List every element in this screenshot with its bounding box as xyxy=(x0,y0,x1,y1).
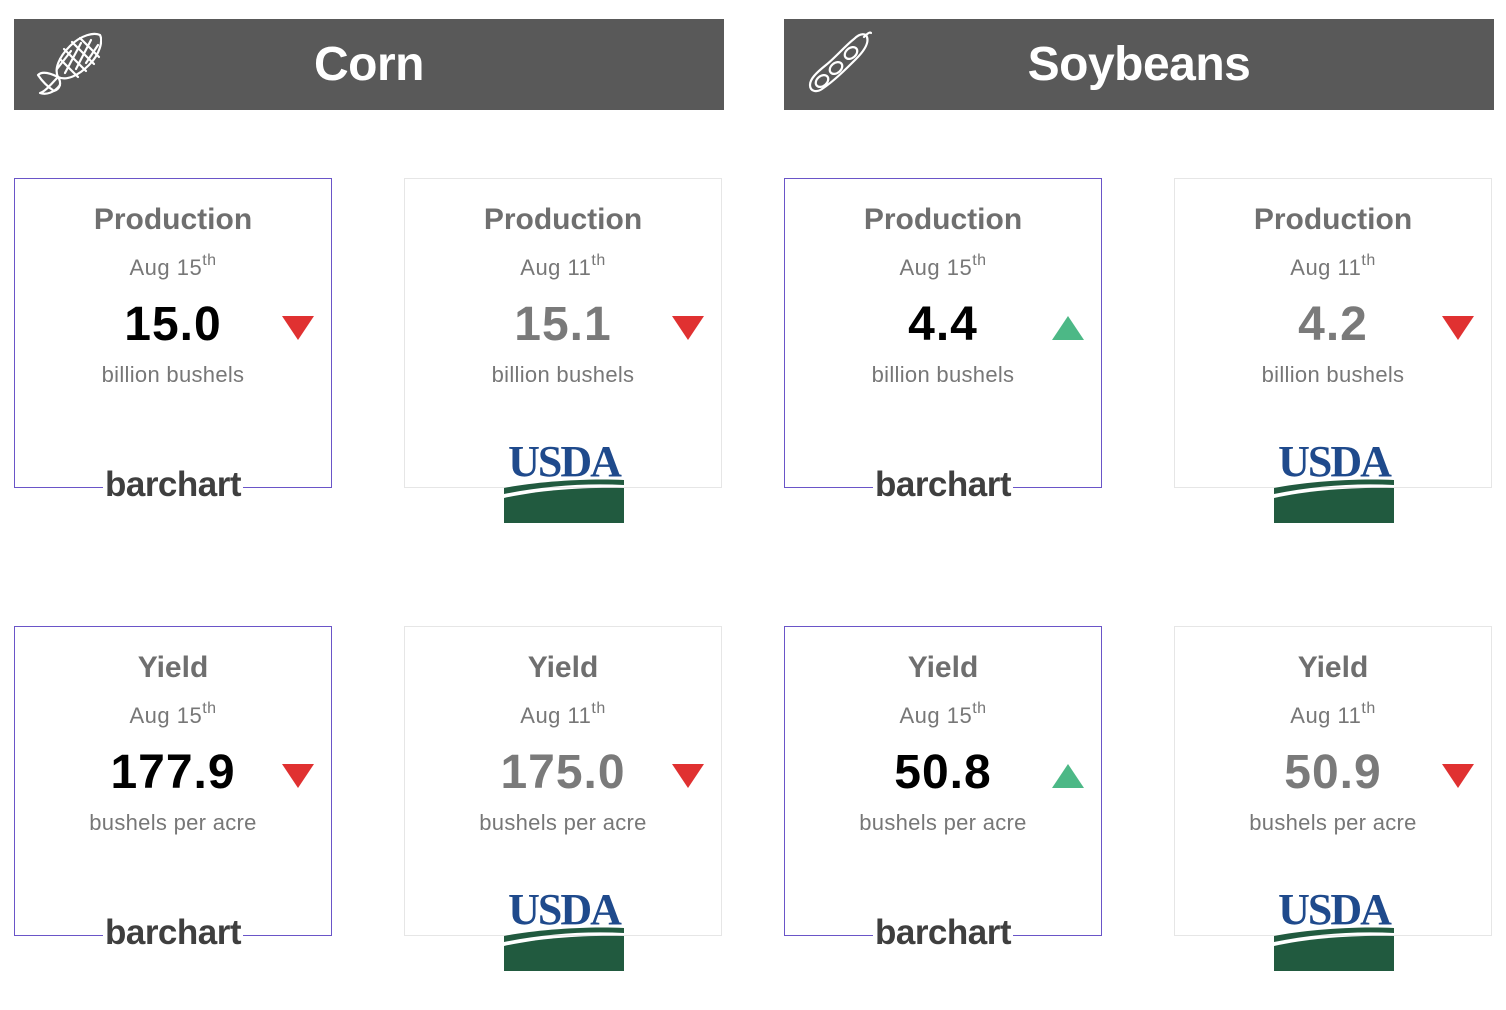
soybeans-header: Soybeans xyxy=(784,19,1494,110)
corn-header: Corn xyxy=(14,19,724,110)
barchart-logo: barchart xyxy=(103,465,243,505)
soybeans-yield-barchart-card: Yield Aug 15th 50.8 bushels per acre bar… xyxy=(784,626,1102,953)
forecast-value: 4.2 xyxy=(1298,298,1368,351)
metric-label: Yield xyxy=(1297,651,1369,684)
soybeans-yield-usda-card: Yield Aug 11th 50.9 bushels per acre USD… xyxy=(1174,626,1492,971)
svg-text:USDA: USDA xyxy=(508,438,622,486)
trend-up-icon xyxy=(1052,764,1084,788)
usda-logo: USDA xyxy=(1274,438,1394,523)
forecast-value: 175.0 xyxy=(500,746,626,799)
svg-text:USDA: USDA xyxy=(1278,438,1392,486)
metric-label: Production xyxy=(1253,203,1413,236)
forecast-value: 177.9 xyxy=(110,746,236,799)
trend-up-icon xyxy=(1052,316,1084,340)
forecast-date: Aug 15th xyxy=(129,252,217,280)
trend-down-icon xyxy=(1442,764,1474,788)
metric-label: Yield xyxy=(527,651,599,684)
forecast-value: 4.4 xyxy=(908,298,978,351)
forecast-date: Aug 11th xyxy=(520,700,606,728)
trend-down-icon xyxy=(672,316,704,340)
usda-logo: USDA xyxy=(1274,886,1394,971)
trend-down-icon xyxy=(282,764,314,788)
barchart-logo: barchart xyxy=(873,913,1013,953)
unit-label: billion bushels xyxy=(101,362,245,387)
corn-production-barchart-card: Production Aug 15th 15.0 billion bushels… xyxy=(14,178,332,505)
corn-yield-barchart-card: Yield Aug 15th 177.9 bushels per acre ba… xyxy=(14,626,332,953)
barchart-logo: barchart xyxy=(873,465,1013,505)
forecast-value: 15.0 xyxy=(124,298,222,351)
forecast-date: Aug 11th xyxy=(1290,252,1376,280)
trend-down-icon xyxy=(672,764,704,788)
svg-text:USDA: USDA xyxy=(1278,886,1392,934)
unit-label: bushels per acre xyxy=(89,810,257,835)
svg-text:USDA: USDA xyxy=(508,886,622,934)
corn-title: Corn xyxy=(314,38,424,91)
corn-production-usda-card: Production Aug 11th 15.1 billion bushels… xyxy=(404,178,722,523)
unit-label: bushels per acre xyxy=(1249,810,1417,835)
forecast-date: Aug 11th xyxy=(1290,700,1376,728)
metric-label: Yield xyxy=(907,651,979,684)
corn-cob-icon xyxy=(36,32,102,95)
forecast-date: Aug 11th xyxy=(520,252,606,280)
corn-yield-usda-card: Yield Aug 11th 175.0 bushels per acre US… xyxy=(404,626,722,971)
unit-label: billion bushels xyxy=(491,362,635,387)
trend-down-icon xyxy=(282,316,314,340)
metric-label: Yield xyxy=(137,651,209,684)
metric-label: Production xyxy=(93,203,253,236)
trend-down-icon xyxy=(1442,316,1474,340)
soybeans-production-usda-card: Production Aug 11th 4.2 billion bushels … xyxy=(1174,178,1492,523)
forecast-value: 15.1 xyxy=(514,298,612,351)
unit-label: bushels per acre xyxy=(479,810,647,835)
unit-label: billion bushels xyxy=(871,362,1015,387)
forecast-value: 50.9 xyxy=(1284,746,1382,799)
usda-logo: USDA xyxy=(504,886,624,971)
forecast-date: Aug 15th xyxy=(899,252,987,280)
barchart-logo: barchart xyxy=(103,913,243,953)
unit-label: bushels per acre xyxy=(859,810,1027,835)
unit-label: billion bushels xyxy=(1261,362,1405,387)
metric-label: Production xyxy=(483,203,643,236)
usda-logo: USDA xyxy=(504,438,624,523)
forecast-date: Aug 15th xyxy=(129,700,217,728)
soybeans-title: Soybeans xyxy=(1027,38,1251,91)
soybeans-production-barchart-card: Production Aug 15th 4.4 billion bushels … xyxy=(784,178,1102,505)
forecast-value: 50.8 xyxy=(894,746,992,799)
forecast-date: Aug 15th xyxy=(899,700,987,728)
soybean-pod-icon xyxy=(808,31,872,93)
metric-label: Production xyxy=(863,203,1023,236)
